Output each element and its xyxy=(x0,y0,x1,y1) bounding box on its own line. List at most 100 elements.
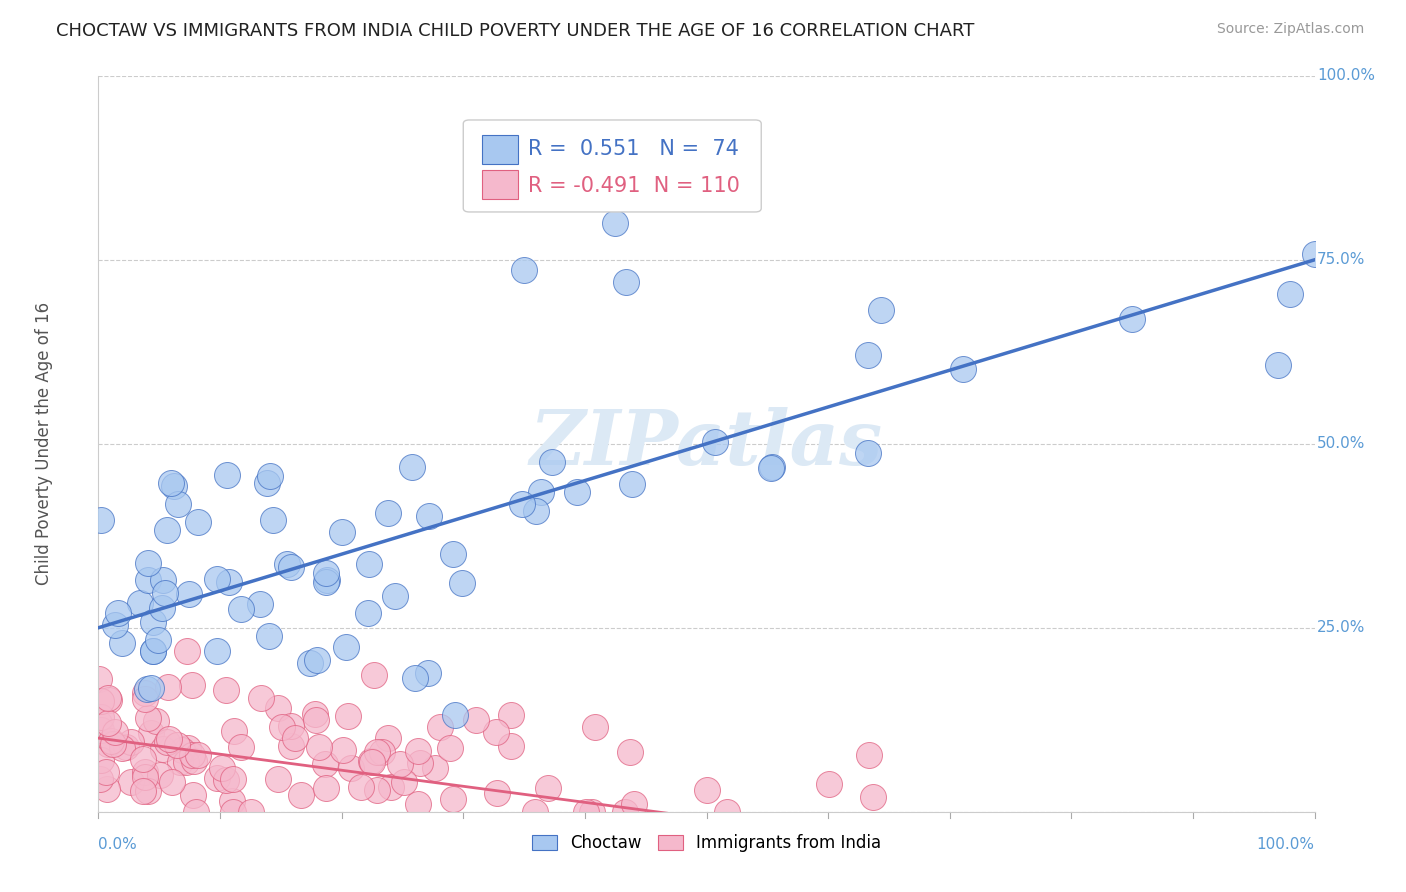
Point xyxy=(104,618,127,632)
Point xyxy=(157,732,180,747)
Point xyxy=(439,740,461,755)
Point xyxy=(418,508,440,523)
Point xyxy=(97,716,120,731)
Point xyxy=(280,739,302,754)
Point xyxy=(361,755,384,769)
Point xyxy=(152,741,174,756)
Point xyxy=(136,557,159,571)
Point xyxy=(136,681,159,696)
Text: R = -0.491  N = 110: R = -0.491 N = 110 xyxy=(527,177,740,196)
Point xyxy=(97,691,120,706)
Point xyxy=(207,573,229,587)
Point xyxy=(222,805,245,819)
Point xyxy=(380,780,402,794)
Point xyxy=(107,606,129,620)
Point xyxy=(104,725,127,739)
Point xyxy=(1279,287,1302,301)
Point xyxy=(215,772,238,787)
Point xyxy=(659,161,682,176)
Point xyxy=(249,597,271,611)
Point xyxy=(621,477,644,491)
Point xyxy=(145,714,167,728)
Point xyxy=(180,748,202,763)
Point xyxy=(120,775,142,789)
Point xyxy=(262,513,284,527)
Point xyxy=(523,805,546,819)
Point xyxy=(181,789,204,803)
Point xyxy=(97,737,120,751)
Point xyxy=(316,573,339,587)
Point xyxy=(174,755,197,769)
Point xyxy=(166,738,188,752)
Point xyxy=(276,557,298,571)
Point xyxy=(156,524,179,538)
Point xyxy=(177,741,200,756)
Point xyxy=(96,764,118,779)
Point xyxy=(177,587,200,601)
Point xyxy=(142,644,165,658)
Point xyxy=(170,743,193,757)
Text: 50.0%: 50.0% xyxy=(1317,436,1365,451)
Point xyxy=(336,709,359,723)
Point xyxy=(97,693,120,707)
FancyBboxPatch shape xyxy=(464,120,761,212)
Point xyxy=(315,566,337,580)
Point xyxy=(181,678,204,692)
Point xyxy=(541,455,564,469)
Point xyxy=(129,596,152,610)
Point xyxy=(160,775,183,789)
FancyBboxPatch shape xyxy=(481,170,517,200)
Point xyxy=(409,756,432,770)
Point xyxy=(186,805,208,819)
Point xyxy=(152,574,174,588)
Point xyxy=(366,746,388,760)
Point xyxy=(229,740,252,755)
Point xyxy=(401,460,423,475)
Point xyxy=(441,792,464,806)
Point xyxy=(111,740,134,755)
Point xyxy=(315,574,337,589)
Point xyxy=(862,790,884,805)
Point xyxy=(298,657,321,671)
Point xyxy=(340,761,363,775)
Point xyxy=(134,692,156,706)
Point xyxy=(134,770,156,784)
Point xyxy=(224,724,246,739)
Point xyxy=(305,653,328,667)
Point xyxy=(1303,247,1326,261)
Point xyxy=(389,757,412,772)
Point xyxy=(510,496,533,510)
Point xyxy=(156,680,179,694)
Point xyxy=(603,216,626,230)
Point xyxy=(90,723,112,738)
Point xyxy=(187,515,209,529)
Point xyxy=(149,768,172,782)
Point xyxy=(257,629,280,643)
Point xyxy=(305,713,328,727)
Point xyxy=(159,475,181,490)
Point xyxy=(89,772,111,787)
Point xyxy=(406,744,429,758)
Point xyxy=(360,754,382,768)
Point xyxy=(335,640,357,654)
Point xyxy=(1121,312,1143,326)
Point xyxy=(856,348,879,362)
Point xyxy=(217,468,239,483)
Point xyxy=(451,575,474,590)
Point xyxy=(371,745,394,759)
Point xyxy=(332,743,354,757)
Point xyxy=(96,781,118,796)
Point xyxy=(499,739,522,753)
Point xyxy=(530,485,553,500)
Point xyxy=(176,644,198,658)
Point xyxy=(377,506,399,520)
Point xyxy=(267,772,290,786)
Text: 75.0%: 75.0% xyxy=(1317,252,1365,268)
Point xyxy=(444,708,467,723)
Point xyxy=(146,633,169,648)
Point xyxy=(115,739,138,754)
Point xyxy=(392,775,415,789)
Point xyxy=(136,573,159,587)
Point xyxy=(377,731,399,746)
Point xyxy=(581,805,603,819)
